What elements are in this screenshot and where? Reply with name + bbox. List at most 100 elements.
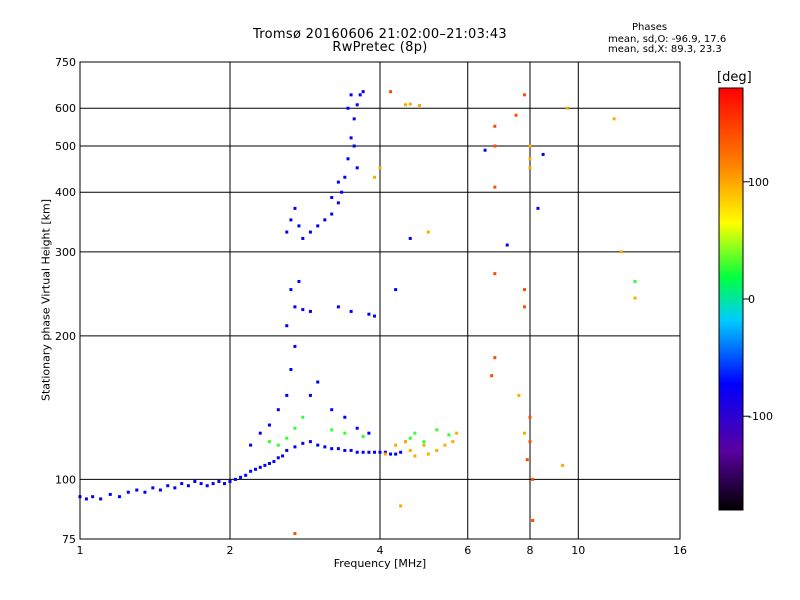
- data-point: [336, 180, 340, 184]
- data-point: [383, 450, 387, 454]
- data-point: [389, 90, 393, 94]
- data-point: [358, 93, 362, 97]
- data-point: [117, 495, 121, 499]
- data-point: [528, 415, 532, 419]
- data-point: [340, 190, 344, 194]
- data-point: [373, 314, 377, 318]
- colorbar: [718, 87, 744, 511]
- data-point: [355, 426, 359, 430]
- y-tick-label: 600: [55, 102, 76, 115]
- data-point: [493, 124, 497, 128]
- data-point: [346, 106, 350, 110]
- data-point: [399, 504, 403, 508]
- data-point: [413, 454, 417, 458]
- data-point: [253, 467, 257, 471]
- data-point: [330, 195, 334, 199]
- data-point: [451, 440, 455, 444]
- data-point: [343, 175, 347, 179]
- data-point: [426, 230, 430, 234]
- data-point: [308, 440, 312, 444]
- data-point: [316, 380, 320, 384]
- data-point: [505, 243, 509, 247]
- data-point: [205, 484, 209, 488]
- data-point: [330, 408, 334, 412]
- data-point: [422, 440, 426, 444]
- data-point: [633, 279, 637, 283]
- data-point: [289, 367, 293, 371]
- data-point: [352, 117, 356, 121]
- data-point: [633, 296, 637, 300]
- data-point: [619, 250, 623, 254]
- data-point: [267, 440, 271, 444]
- data-point: [126, 490, 130, 494]
- data-point: [403, 440, 407, 444]
- data-point: [285, 324, 289, 328]
- data-point: [293, 426, 297, 430]
- data-point: [285, 393, 289, 397]
- x-tick-label: 6: [464, 544, 471, 557]
- data-point: [373, 175, 377, 179]
- data-point: [330, 212, 334, 216]
- data-point: [272, 460, 276, 464]
- y-tick-label: 750: [55, 56, 76, 69]
- data-point: [301, 308, 305, 312]
- phases-header: Phases: [632, 22, 668, 33]
- data-point: [193, 479, 197, 483]
- data-point: [258, 431, 262, 435]
- data-point: [289, 288, 293, 292]
- data-point: [389, 452, 393, 456]
- chart-subtitle: RwPretec (8p): [332, 40, 428, 55]
- data-point: [383, 452, 387, 456]
- data-point: [293, 344, 297, 348]
- y-tick-label: 200: [55, 330, 76, 343]
- data-point: [394, 288, 398, 292]
- data-point: [408, 436, 412, 440]
- data-point: [285, 436, 289, 440]
- data-point: [289, 218, 293, 222]
- data-point: [435, 448, 439, 452]
- data-point: [373, 450, 377, 454]
- data-point: [84, 497, 88, 501]
- y-tick-label: 75: [62, 533, 76, 546]
- data-point: [514, 113, 518, 117]
- data-point: [355, 450, 359, 454]
- data-point: [308, 230, 312, 234]
- x-tick-label: 4: [377, 544, 384, 557]
- data-point: [523, 93, 527, 97]
- data-point: [330, 447, 334, 451]
- data-point: [323, 218, 327, 222]
- data-point: [343, 415, 347, 419]
- data-point: [228, 479, 232, 483]
- data-point: [523, 431, 527, 435]
- data-point: [349, 93, 353, 97]
- data-point: [490, 374, 494, 378]
- data-point: [422, 443, 426, 447]
- data-point: [367, 450, 371, 454]
- data-point: [276, 456, 280, 460]
- data-point: [349, 136, 353, 140]
- data-point: [413, 431, 417, 435]
- data-point: [367, 431, 371, 435]
- data-point: [417, 103, 421, 107]
- data-point: [493, 272, 497, 276]
- data-point: [217, 479, 221, 483]
- data-point: [536, 206, 540, 210]
- data-point: [349, 309, 353, 313]
- data-point: [525, 458, 529, 462]
- data-point: [293, 445, 297, 449]
- data-points: [78, 90, 637, 536]
- data-point: [336, 447, 340, 451]
- data-point: [493, 144, 497, 148]
- y-tick-label: 100: [55, 473, 76, 486]
- data-point: [281, 454, 285, 458]
- data-point: [493, 185, 497, 189]
- data-point: [378, 166, 382, 170]
- colorbar-ticks: 100 0 -100: [743, 176, 773, 423]
- data-point: [561, 463, 565, 467]
- data-point: [403, 103, 407, 107]
- data-point: [394, 443, 398, 447]
- data-point: [285, 230, 289, 234]
- data-point: [528, 144, 532, 148]
- data-point: [399, 450, 403, 454]
